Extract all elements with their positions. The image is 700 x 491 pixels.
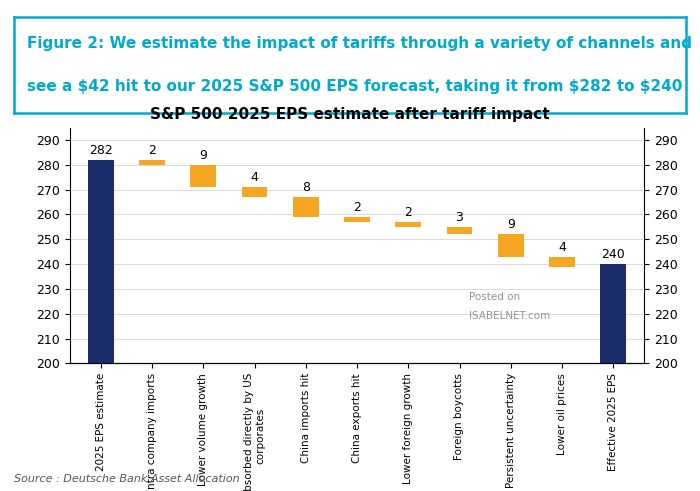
Bar bbox=[550, 257, 575, 267]
Text: 3: 3 bbox=[456, 211, 463, 224]
Bar bbox=[344, 217, 370, 222]
Text: ISABELNET.com: ISABELNET.com bbox=[469, 311, 550, 321]
Bar bbox=[498, 234, 524, 257]
Text: Source : Deutsche Bank Asset Allocation: Source : Deutsche Bank Asset Allocation bbox=[14, 474, 239, 484]
Bar bbox=[190, 165, 216, 187]
Bar bbox=[601, 264, 626, 363]
Bar bbox=[293, 197, 318, 217]
Text: Figure 2: We estimate the impact of tariffs through a variety of channels and: Figure 2: We estimate the impact of tari… bbox=[27, 36, 692, 52]
Text: 8: 8 bbox=[302, 181, 309, 194]
Text: Posted on: Posted on bbox=[469, 292, 520, 302]
Bar bbox=[139, 160, 164, 165]
Bar bbox=[447, 227, 473, 234]
Bar bbox=[241, 187, 267, 197]
Bar bbox=[395, 222, 421, 227]
Text: 9: 9 bbox=[507, 218, 514, 231]
Text: S&P 500 2025 EPS estimate after tariff impact: S&P 500 2025 EPS estimate after tariff i… bbox=[150, 107, 550, 122]
Text: 240: 240 bbox=[601, 248, 625, 261]
Text: 4: 4 bbox=[251, 171, 258, 184]
Text: 2: 2 bbox=[353, 201, 361, 214]
Text: 4: 4 bbox=[558, 241, 566, 254]
Text: 9: 9 bbox=[199, 149, 207, 162]
Text: 282: 282 bbox=[89, 144, 113, 157]
Text: 2: 2 bbox=[148, 144, 156, 157]
Text: see a $42 hit to our 2025 S&P 500 EPS forecast, taking it from $282 to $240: see a $42 hit to our 2025 S&P 500 EPS fo… bbox=[27, 79, 682, 94]
Text: 2: 2 bbox=[405, 206, 412, 219]
Bar bbox=[88, 160, 113, 363]
